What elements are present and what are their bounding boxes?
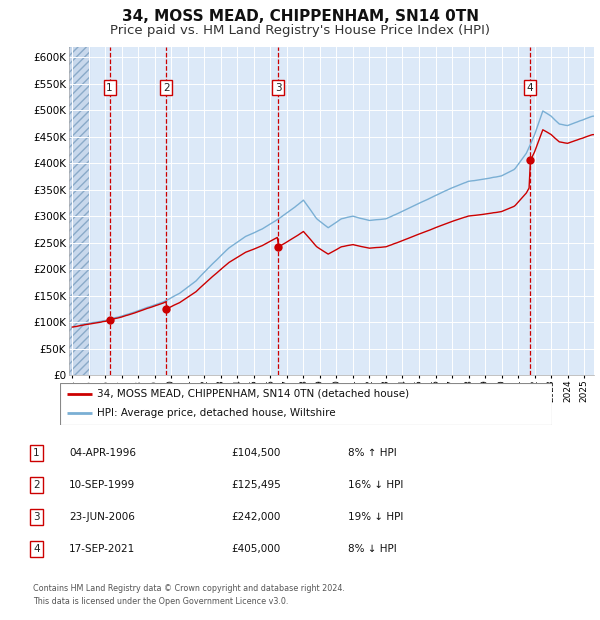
Text: £242,000: £242,000 [231, 512, 280, 522]
Text: £104,500: £104,500 [231, 448, 280, 458]
Bar [69, 46, 89, 375]
Text: 16% ↓ HPI: 16% ↓ HPI [348, 480, 403, 490]
Text: 1: 1 [33, 448, 40, 458]
Text: HPI: Average price, detached house, Wiltshire: HPI: Average price, detached house, Wilt… [97, 409, 335, 419]
Text: 8% ↑ HPI: 8% ↑ HPI [348, 448, 397, 458]
Text: 4: 4 [33, 544, 40, 554]
Text: £405,000: £405,000 [231, 544, 280, 554]
Text: 2: 2 [163, 82, 170, 92]
Text: 3: 3 [275, 82, 281, 92]
Text: 17-SEP-2021: 17-SEP-2021 [69, 544, 135, 554]
Text: 4: 4 [526, 82, 533, 92]
Text: 23-JUN-2006: 23-JUN-2006 [69, 512, 135, 522]
Text: 3: 3 [33, 512, 40, 522]
Text: 34, MOSS MEAD, CHIPPENHAM, SN14 0TN: 34, MOSS MEAD, CHIPPENHAM, SN14 0TN [121, 9, 479, 24]
Text: 2: 2 [33, 480, 40, 490]
Text: 1: 1 [106, 82, 113, 92]
Text: 10-SEP-1999: 10-SEP-1999 [69, 480, 135, 490]
Text: 04-APR-1996: 04-APR-1996 [69, 448, 136, 458]
Bar [69, 46, 89, 375]
Text: Contains HM Land Registry data © Crown copyright and database right 2024.
This d: Contains HM Land Registry data © Crown c… [33, 584, 345, 606]
Text: 8% ↓ HPI: 8% ↓ HPI [348, 544, 397, 554]
Text: Price paid vs. HM Land Registry's House Price Index (HPI): Price paid vs. HM Land Registry's House … [110, 24, 490, 37]
Text: 19% ↓ HPI: 19% ↓ HPI [348, 512, 403, 522]
Text: 34, MOSS MEAD, CHIPPENHAM, SN14 0TN (detached house): 34, MOSS MEAD, CHIPPENHAM, SN14 0TN (det… [97, 389, 409, 399]
Text: £125,495: £125,495 [231, 480, 281, 490]
